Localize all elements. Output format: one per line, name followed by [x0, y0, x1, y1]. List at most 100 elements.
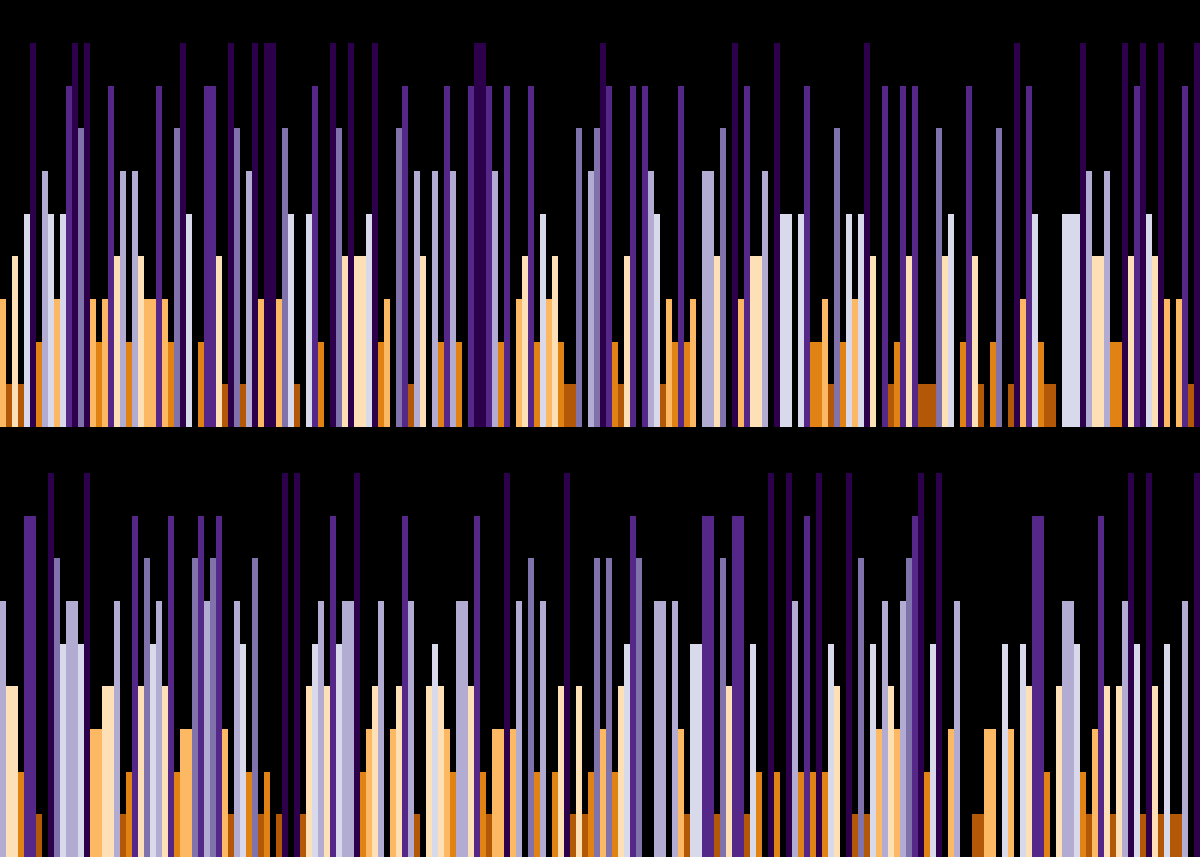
bar: [894, 341, 900, 427]
bar: [846, 213, 852, 427]
bar: [1020, 299, 1026, 427]
bar: [156, 85, 162, 427]
bar: [462, 601, 468, 857]
bar: [792, 601, 798, 857]
bar-panel-top: [0, 43, 1200, 427]
bar: [306, 213, 312, 427]
bar: [450, 171, 456, 427]
bar: [78, 643, 84, 857]
bar: [18, 771, 24, 857]
bar: [1080, 771, 1086, 857]
bar: [102, 686, 108, 857]
bar: [552, 256, 558, 427]
bar: [258, 299, 264, 427]
bar: [954, 601, 960, 857]
bar: [972, 256, 978, 427]
bar: [354, 256, 360, 427]
bar: [816, 341, 822, 427]
bar: [420, 256, 426, 427]
bar: [624, 256, 630, 427]
bar: [1188, 384, 1194, 427]
bar: [1116, 686, 1122, 857]
bar: [852, 814, 858, 857]
bar: [1044, 384, 1050, 427]
bar: [438, 341, 444, 427]
bar: [282, 128, 288, 427]
bar: [816, 473, 822, 857]
bar: [708, 515, 714, 857]
bar: [330, 515, 336, 857]
bar: [252, 558, 258, 857]
bar: [1158, 814, 1164, 857]
bar: [840, 341, 846, 427]
bar: [66, 85, 72, 427]
bar: [1104, 171, 1110, 427]
bar: [870, 256, 876, 427]
bar: [60, 213, 66, 427]
bar: [924, 384, 930, 427]
bar: [798, 213, 804, 427]
bar: [570, 384, 576, 427]
bar: [150, 643, 156, 857]
bar: [822, 771, 828, 857]
bar: [948, 729, 954, 857]
bar: [606, 558, 612, 857]
bar: [360, 256, 366, 427]
bar: [564, 473, 570, 857]
bar: [366, 729, 372, 857]
bar: [1152, 256, 1158, 427]
bar: [222, 384, 228, 427]
bar: [648, 171, 654, 427]
bar: [1104, 686, 1110, 857]
bar: [618, 384, 624, 427]
bar: [582, 814, 588, 857]
bar: [168, 341, 174, 427]
bar: [108, 85, 114, 427]
bar: [438, 686, 444, 857]
bar: [1026, 686, 1032, 857]
bar: [744, 814, 750, 857]
bar: [456, 601, 462, 857]
bar: [720, 558, 726, 857]
bar: [54, 299, 60, 427]
bar: [588, 771, 594, 857]
bar: [72, 43, 78, 427]
bar: [1008, 384, 1014, 427]
bar: [444, 85, 450, 427]
bar: [660, 601, 666, 857]
bar: [1158, 43, 1164, 427]
bar: [732, 515, 738, 857]
bar: [1194, 473, 1200, 857]
bar: [1146, 213, 1152, 427]
bar: [1002, 643, 1008, 857]
bar: [558, 341, 564, 427]
bar: [714, 814, 720, 857]
bar: [852, 299, 858, 427]
bar: [654, 601, 660, 857]
bar: [234, 128, 240, 427]
bar: [270, 43, 276, 427]
bar: [384, 299, 390, 427]
bar: [450, 771, 456, 857]
bar: [102, 299, 108, 427]
bar: [888, 686, 894, 857]
bar: [1182, 85, 1188, 427]
bar: [876, 729, 882, 857]
bar: [498, 341, 504, 427]
bar: [312, 85, 318, 427]
bar: [540, 601, 546, 857]
bar: [1038, 515, 1044, 857]
bar: [42, 171, 48, 427]
bar: [258, 814, 264, 857]
bar: [48, 473, 54, 857]
bar: [978, 814, 984, 857]
bar: [0, 601, 6, 857]
bar: [684, 814, 690, 857]
bar: [1170, 814, 1176, 857]
bar: [612, 341, 618, 427]
bar: [798, 771, 804, 857]
bar: [708, 171, 714, 427]
bar: [486, 814, 492, 857]
bar: [738, 299, 744, 427]
bar: [678, 85, 684, 427]
